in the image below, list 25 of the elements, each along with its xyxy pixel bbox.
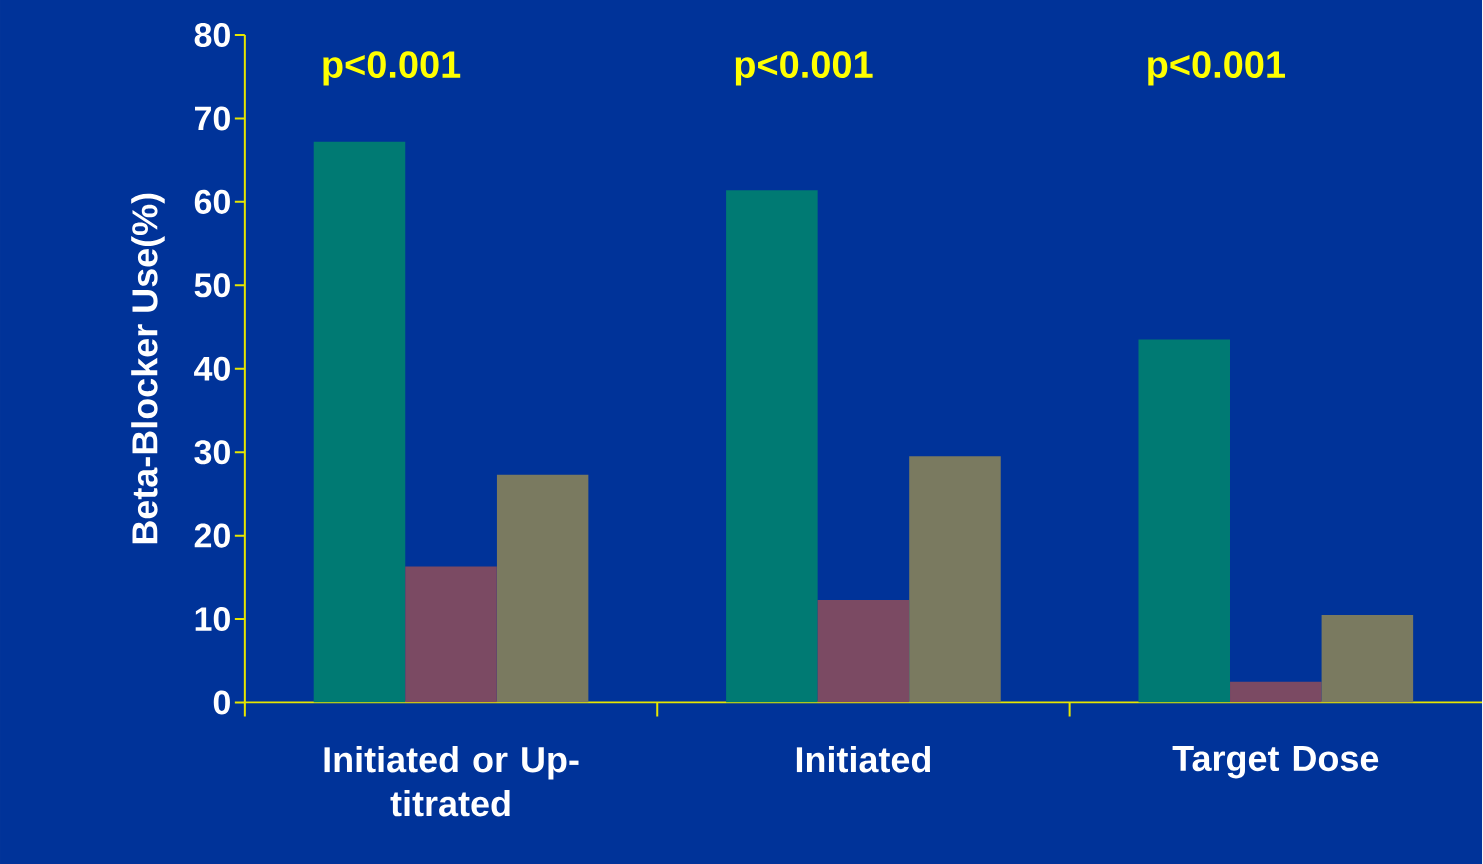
bar (1321, 614, 1414, 703)
bar (817, 599, 910, 703)
bar (726, 189, 818, 703)
bar (909, 456, 1001, 703)
annotation: p<0.001 (323, 50, 461, 86)
y-tick-label: 70 (195, 106, 230, 131)
x-tick-label: Initiated or Up-titrated (324, 745, 579, 817)
annotation: p<0.001 (735, 50, 873, 86)
y-tick-label: 80 (194, 22, 230, 47)
x-tick-label: Initiated (796, 745, 931, 773)
y-tick-label: 40 (194, 356, 230, 381)
y-tick-label: 20 (194, 523, 230, 548)
y-tick-label: 60 (194, 189, 230, 214)
bar (1230, 681, 1322, 703)
bar (1138, 339, 1231, 703)
bar (496, 474, 589, 703)
bar (405, 566, 497, 703)
y-tick-label: 10 (195, 606, 230, 631)
x-tick-label: Target Dose (1172, 745, 1379, 779)
annotation: p<0.001 (1148, 50, 1285, 86)
y-tick-label: 0 (213, 690, 230, 715)
y-axis-title: Beta-Blocker Use(%) (131, 193, 165, 544)
y-tick-label: 50 (194, 273, 230, 298)
y-tick-label: 30 (194, 439, 230, 465)
bar (313, 141, 406, 703)
